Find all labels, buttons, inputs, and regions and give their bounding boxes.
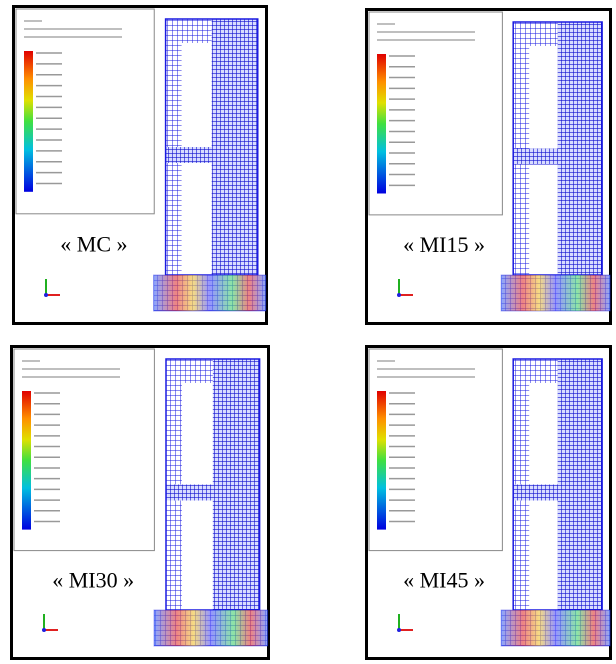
legend-box xyxy=(15,8,155,215)
legend-scale xyxy=(377,391,386,530)
axis-z xyxy=(44,293,48,297)
legend-box xyxy=(368,348,503,552)
panel: « MI15 » xyxy=(365,8,612,325)
panel: « MI45 » xyxy=(365,345,612,660)
frame-mid xyxy=(165,147,258,163)
axis-z xyxy=(397,293,401,297)
legend-scale xyxy=(377,54,386,194)
base-mesh xyxy=(500,609,611,647)
panel: « MC » xyxy=(12,5,268,325)
panel: « MI30 » xyxy=(10,345,270,660)
panel-label: « MI45 » xyxy=(403,568,485,593)
panels: « MC » « MI15 » « MI30 » « MI45 » xyxy=(10,5,612,660)
axis-z xyxy=(397,628,401,632)
base-mesh xyxy=(153,609,269,647)
panel-label: « MI30 » xyxy=(52,568,134,593)
base-mesh xyxy=(153,274,267,312)
legend-box xyxy=(13,348,155,552)
frame-mid xyxy=(513,484,603,501)
axis-z xyxy=(42,628,46,632)
frame-mid xyxy=(513,148,603,165)
base-mesh xyxy=(500,274,611,312)
legend-box xyxy=(368,11,503,216)
frame-mid xyxy=(166,484,260,501)
legend-scale xyxy=(22,391,31,530)
panel-label: « MC » xyxy=(60,231,127,256)
legend-scale xyxy=(24,51,33,192)
panel-label: « MI15 » xyxy=(403,232,485,257)
